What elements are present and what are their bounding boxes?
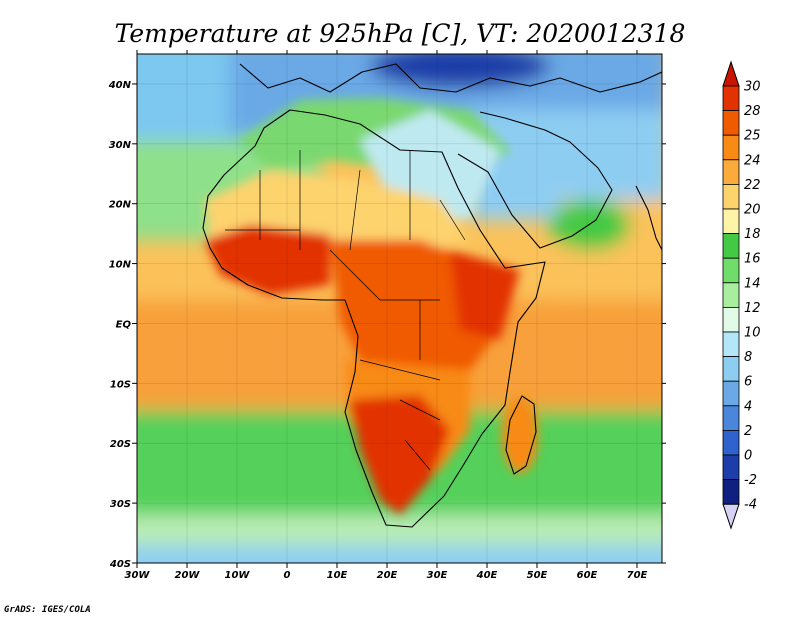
graticule bbox=[137, 54, 662, 563]
deep-cold-core bbox=[370, 54, 550, 88]
east-africa-hot bbox=[450, 250, 520, 340]
colorbar-label: 24 bbox=[744, 153, 761, 168]
colorbar-label: 30 bbox=[744, 80, 761, 95]
map-frame bbox=[136, 53, 663, 564]
colorbar-segment bbox=[722, 134, 740, 161]
arabia-coastline bbox=[457, 111, 613, 249]
lat-tick-label: 20S bbox=[110, 439, 131, 450]
colorbar-top-arrow bbox=[722, 60, 740, 87]
madagascar-orange bbox=[502, 397, 538, 473]
southern-ocean-blue bbox=[137, 545, 662, 563]
map-title: Temperature at 925hPa [C], VT: 202001231… bbox=[115, 19, 686, 48]
africa-coastline bbox=[202, 109, 546, 528]
colorbar-segment bbox=[722, 429, 740, 456]
lon-tick-label: 40E bbox=[476, 570, 498, 581]
colorbar-segment bbox=[722, 331, 740, 358]
lat-tick-label: 40N bbox=[108, 80, 132, 91]
lon-tick-label: 30W bbox=[125, 570, 151, 581]
lat-tick-label: 40S bbox=[109, 559, 131, 570]
lon-tick-label: 20W bbox=[175, 570, 201, 581]
lon-tick-label: 0 bbox=[284, 570, 291, 581]
colorbar-segment bbox=[722, 380, 740, 407]
lon-tick-label: 70E bbox=[627, 570, 648, 581]
lon-tick-label: 10E bbox=[327, 570, 348, 581]
colorbar-segment bbox=[722, 159, 740, 185]
colorbar-segment bbox=[722, 257, 740, 284]
lat-tick-label: 30N bbox=[109, 140, 132, 151]
longitude-axis: 30W 20W 10W 0 10E 20E 30E 40E 50E 60E 70E bbox=[125, 50, 648, 581]
madagascar-coastline bbox=[505, 395, 537, 475]
colorbar-label: 4 bbox=[744, 399, 752, 414]
colorbar-segment bbox=[722, 306, 740, 333]
lat-tick-label: 10N bbox=[109, 260, 132, 271]
credit-label: GrADS: IGES/COLA bbox=[4, 605, 91, 615]
colorbar-label: 10 bbox=[744, 326, 761, 341]
lat-tick-label: 30S bbox=[110, 499, 131, 510]
colorbar-label: 12 bbox=[744, 301, 761, 316]
colorbar-label: 16 bbox=[744, 252, 761, 267]
colorbar-label: 2 bbox=[744, 424, 752, 439]
lon-tick-label: 30E bbox=[427, 570, 448, 581]
colorbar-label: 6 bbox=[744, 375, 752, 390]
colorbar-segment bbox=[722, 479, 740, 505]
map-panel bbox=[137, 54, 662, 563]
coastlines bbox=[202, 63, 662, 528]
colorbar-segment bbox=[722, 405, 740, 431]
colorbar-label: 22 bbox=[744, 178, 761, 193]
colorbar-segment bbox=[722, 356, 740, 382]
india-coastline bbox=[635, 185, 662, 251]
lon-tick-label: 10W bbox=[225, 570, 251, 581]
lat-tick-label: 10S bbox=[110, 379, 131, 390]
colorbar-label: 8 bbox=[744, 350, 752, 365]
lon-tick-label: 60E bbox=[577, 570, 598, 581]
colorbar-segment bbox=[722, 110, 740, 136]
colorbar-label: 0 bbox=[744, 449, 752, 464]
colorbar-segment bbox=[722, 282, 740, 308]
lon-tick-label: 50E bbox=[527, 570, 548, 581]
colorbar-segment bbox=[722, 454, 740, 481]
colorbar-label: 20 bbox=[744, 203, 761, 218]
europe-coastline bbox=[239, 63, 662, 93]
lon-tick-label: 20E bbox=[377, 570, 398, 581]
arabia-green bbox=[550, 200, 630, 250]
colorbar-label: 18 bbox=[744, 227, 761, 242]
colorbar-label: -4 bbox=[744, 498, 757, 513]
southern-africa-hot bbox=[350, 395, 450, 515]
colorbar-segment bbox=[722, 208, 740, 235]
colorbar-label: 14 bbox=[744, 276, 761, 291]
lat-tick-label: EQ bbox=[116, 319, 132, 330]
lat-tick-label: 20N bbox=[109, 200, 132, 211]
colorbar-segment bbox=[722, 233, 740, 259]
colorbar-segment bbox=[722, 183, 740, 210]
borders bbox=[225, 150, 466, 471]
colorbar-label: 28 bbox=[744, 104, 761, 119]
colorbar-label: 25 bbox=[744, 129, 761, 144]
latitude-axis: 40N 30N 20N 10N EQ 10S 20S 30S 40S bbox=[108, 80, 666, 570]
colorbar-segment bbox=[722, 85, 740, 112]
colorbar-bottom-arrow bbox=[722, 503, 740, 530]
colorbar-label: -2 bbox=[744, 473, 757, 488]
